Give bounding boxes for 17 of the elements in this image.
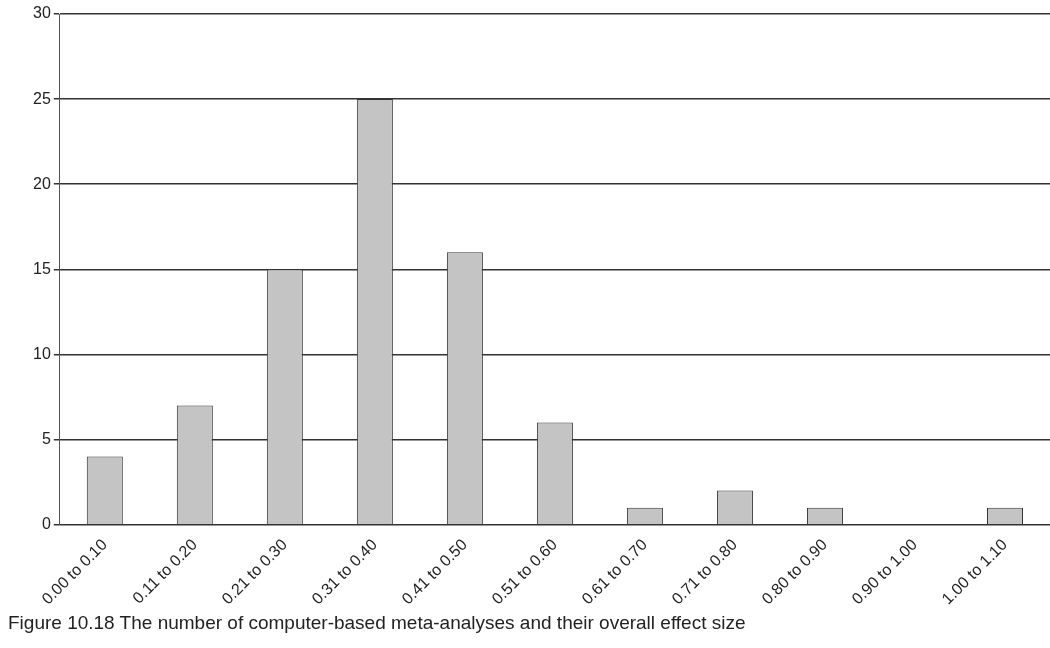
x-tick-label: 0.31 to 0.40 (308, 535, 381, 608)
x-tick-label: 0.41 to 0.50 (398, 535, 471, 608)
y-tick-label: 0 (41, 515, 51, 533)
y-tick-label: 25 (33, 89, 51, 107)
x-tick-label: 0.61 to 0.70 (578, 535, 651, 608)
caption: Figure 10.18 The number of computer-based meta-analyses and their overall effect size (8, 612, 747, 634)
x-tick-label: 0.80 to 0.90 (758, 535, 831, 608)
x-tick-label: 0.00 to 0.10 (38, 535, 111, 608)
x-tick-label: 0.71 to 0.80 (668, 535, 741, 608)
y-tick-label: 10 (33, 344, 51, 362)
y-tick-label: 5 (41, 429, 51, 447)
y-tick-label: 15 (33, 259, 51, 277)
y-tick-label: 20 (33, 174, 51, 192)
x-tick-label: 0.51 to 0.60 (488, 535, 561, 608)
x-tick-label: 0.21 to 0.30 (218, 535, 291, 608)
y-tick-label: 30 (33, 4, 51, 22)
x-tick-label: 0.11 to 0.20 (129, 535, 201, 607)
